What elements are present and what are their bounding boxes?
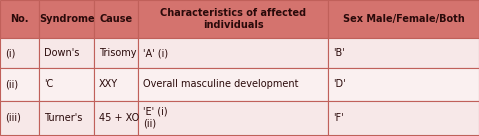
Bar [39,0,94,38]
Text: Down's: Down's [44,48,80,58]
Text: (i): (i) [5,48,15,58]
Bar [94,0,138,38]
Text: No.: No. [11,14,29,24]
Bar [138,101,328,135]
Text: (iii): (iii) [5,113,21,123]
Text: Overall masculine development: Overall masculine development [143,79,298,89]
Bar [0,101,39,135]
Bar [94,68,138,101]
Text: 45 + XO: 45 + XO [99,113,139,123]
Text: 'E' (i)
(ii): 'E' (i) (ii) [143,106,167,129]
Text: Syndrome: Syndrome [39,14,95,24]
Text: 'F': 'F' [333,113,343,123]
Bar [39,68,94,101]
Bar [328,38,479,68]
Bar [0,0,39,38]
Bar [0,38,39,68]
Text: 'B': 'B' [333,48,345,58]
Text: 'C: 'C [44,79,53,89]
Bar [138,68,328,101]
Text: Characteristics of affected
individuals: Characteristics of affected individuals [160,8,306,30]
Bar [39,101,94,135]
Text: XXY: XXY [99,79,118,89]
Bar [94,101,138,135]
Bar [328,68,479,101]
Text: Turner's: Turner's [44,113,82,123]
Bar [328,0,479,38]
Text: Sex Male/Female/Both: Sex Male/Female/Both [342,14,465,24]
Bar [138,0,328,38]
Bar [138,38,328,68]
Text: 'D': 'D' [333,79,345,89]
Bar [328,101,479,135]
Bar [0,68,39,101]
Text: 'A' (i): 'A' (i) [143,48,168,58]
Text: Trisomy: Trisomy [99,48,137,58]
Bar [39,38,94,68]
Bar [94,38,138,68]
Text: Cause: Cause [100,14,133,24]
Text: (ii): (ii) [5,79,18,89]
